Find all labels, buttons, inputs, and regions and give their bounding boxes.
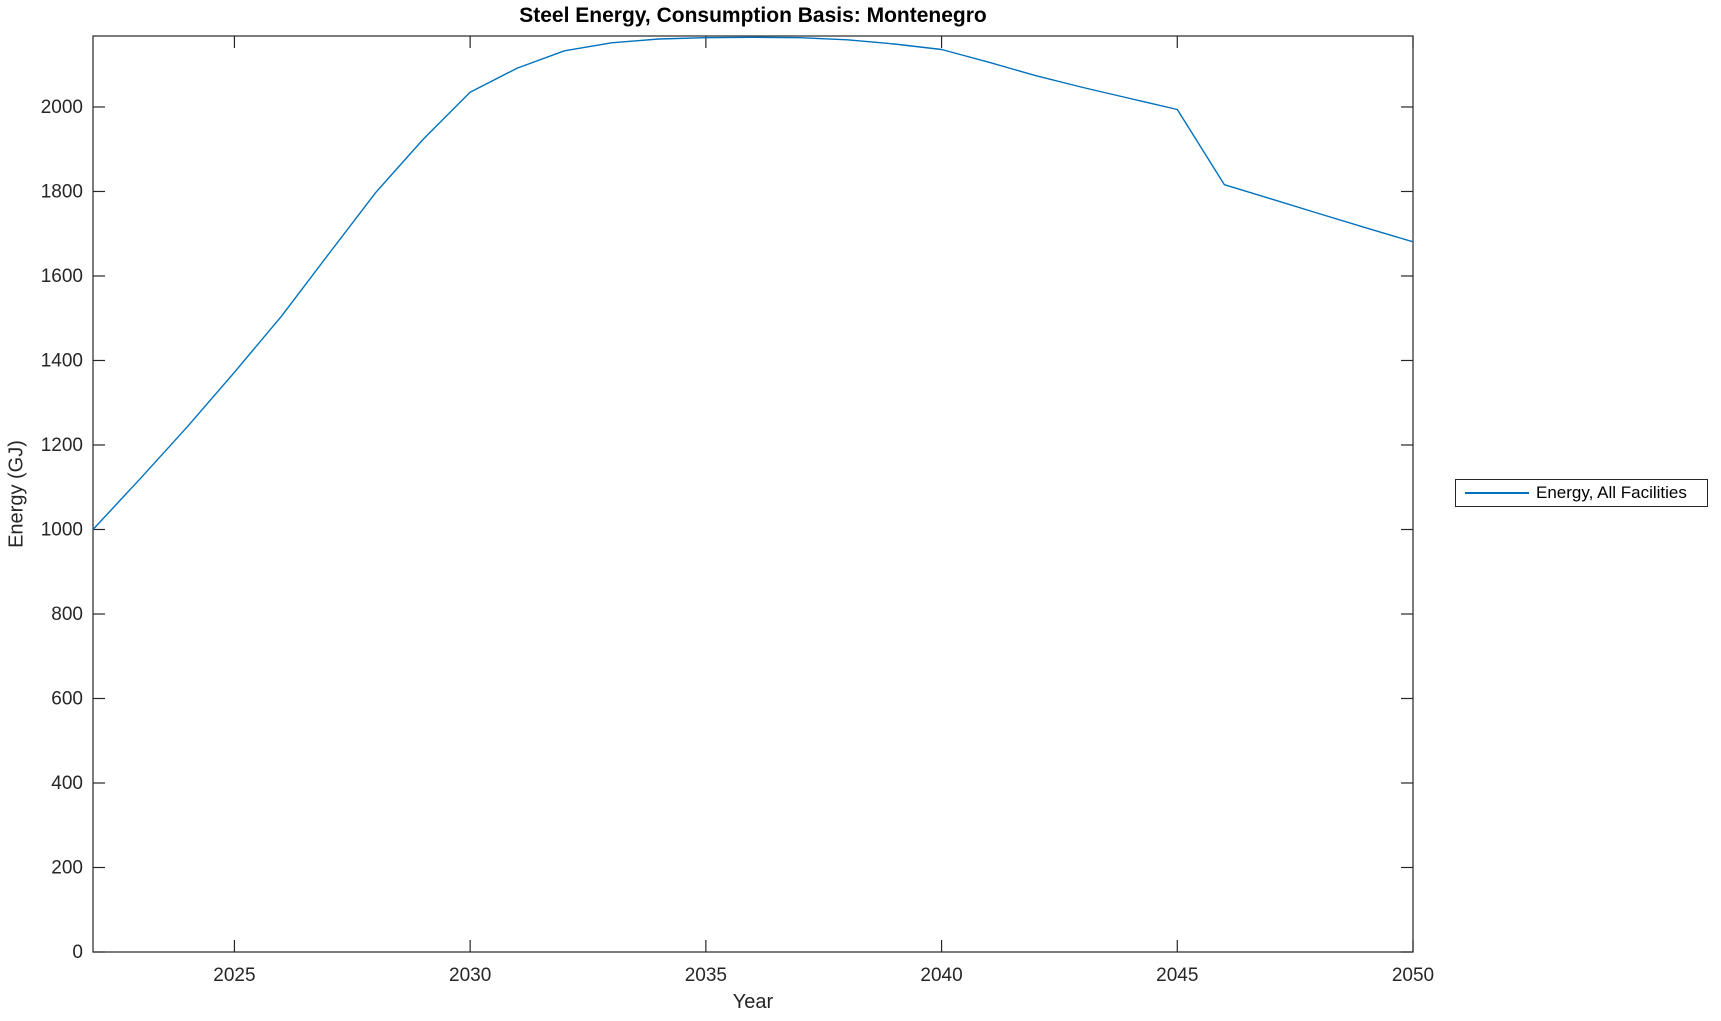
y-tick-label: 200 bbox=[51, 857, 83, 878]
y-tick-label: 0 bbox=[72, 942, 83, 963]
x-tick-label: 2045 bbox=[1156, 965, 1198, 986]
axes-frame bbox=[92, 35, 1414, 953]
legend-box: Energy, All Facilities bbox=[1455, 479, 1708, 507]
chart-title: Steel Energy, Consumption Basis: Montene… bbox=[519, 4, 987, 27]
y-tick-label: 400 bbox=[51, 773, 83, 794]
legend-line-sample-icon bbox=[1465, 492, 1529, 494]
x-tick-label: 2040 bbox=[920, 965, 962, 986]
x-axis-label: Year bbox=[732, 991, 774, 1013]
data-line bbox=[92, 36, 1414, 530]
y-tick-label: 800 bbox=[51, 604, 83, 625]
x-tick-label: 2035 bbox=[685, 965, 727, 986]
x-tick-label: 2025 bbox=[213, 965, 255, 986]
y-tick-label: 600 bbox=[51, 688, 83, 709]
legend-label: Energy, All Facilities bbox=[1536, 483, 1687, 502]
y-tick-label: 1400 bbox=[41, 350, 83, 371]
x-tick-label: 2050 bbox=[1392, 965, 1434, 986]
y-tick-label: 2000 bbox=[41, 97, 83, 118]
y-tick-label: 1000 bbox=[41, 519, 83, 540]
x-tick-label: 2030 bbox=[449, 965, 491, 986]
y-tick-label: 1800 bbox=[41, 181, 83, 202]
y-tick-label: 1200 bbox=[41, 435, 83, 456]
y-tick-label: 1600 bbox=[41, 266, 83, 287]
